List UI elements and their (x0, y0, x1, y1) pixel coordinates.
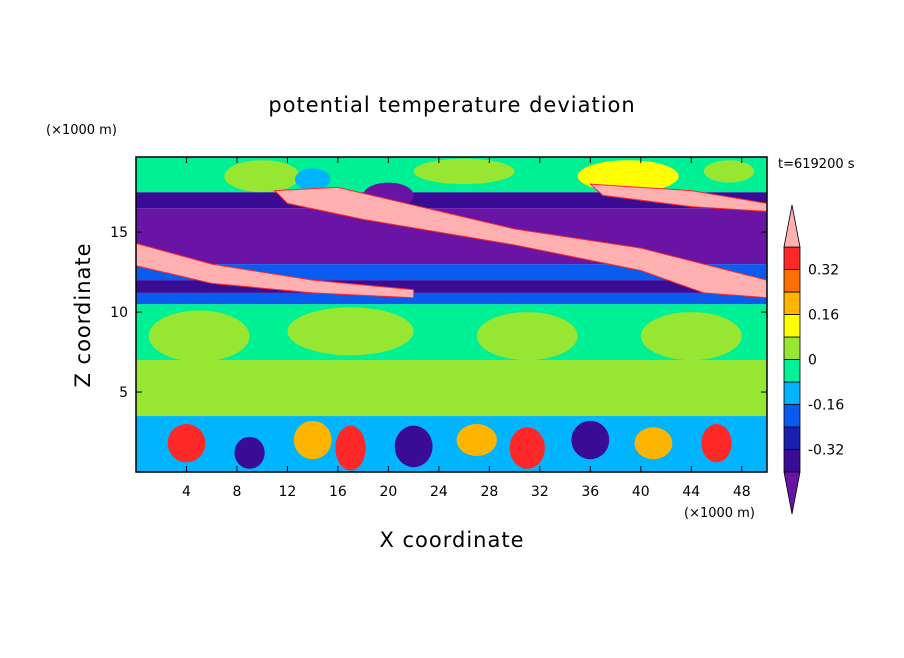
colorbar-label: 0 (808, 353, 817, 369)
colorbar-label: 0.32 (808, 263, 839, 279)
field-blob (295, 168, 331, 191)
y-axis-label: Z coordinate (71, 242, 95, 387)
field-blob (335, 425, 366, 471)
colorbar-box (783, 404, 801, 428)
field-blob (224, 160, 301, 193)
field-blob (293, 420, 332, 460)
x-tick-label: 28 (480, 484, 498, 500)
field-blob (703, 160, 755, 183)
chart-title: potential temperature deviation (268, 93, 635, 117)
field-blob (476, 312, 578, 361)
field-band (136, 242, 415, 299)
colorbar-box (783, 359, 801, 383)
x-tick-label: 48 (733, 484, 751, 500)
plot-frame (135, 156, 768, 473)
x-tick-label: 32 (531, 484, 549, 500)
field-layer (136, 416, 767, 472)
x-tick-label: 4 (182, 484, 191, 500)
y-tick-label: 15 (110, 225, 128, 241)
field-blob (509, 427, 545, 469)
field-blob (640, 312, 742, 361)
x-axis-label: X coordinate (379, 528, 524, 552)
field-blob (287, 307, 414, 356)
field-band (273, 186, 767, 299)
x-tick-label: 12 (279, 484, 297, 500)
x-tick-label: 8 (232, 484, 241, 500)
colorbar-box (783, 246, 801, 270)
y-unit: (×1000 m) (46, 123, 117, 138)
colorbar-box (783, 336, 801, 360)
colorbar-high (783, 204, 801, 248)
field-blob (571, 420, 610, 460)
colorbar-box (783, 381, 801, 405)
time-label: t=619200 s (778, 157, 855, 172)
field-blob (148, 310, 250, 362)
x-tick-label: 20 (379, 484, 397, 500)
x-tick-label: 44 (682, 484, 700, 500)
colorbar-low (783, 471, 801, 515)
field-layer (136, 292, 767, 305)
field-band (588, 183, 767, 212)
field-blob (394, 425, 433, 468)
field-layer (136, 264, 767, 281)
field-blob (234, 436, 265, 469)
field-blob (167, 424, 206, 463)
x-unit: (×1000 m) (684, 506, 755, 521)
field-blob (577, 160, 679, 193)
x-tick-label: 40 (632, 484, 650, 500)
field-blob (634, 427, 673, 460)
colorbar-box (783, 269, 801, 293)
colorbar-box (783, 449, 801, 473)
colorbar-label: -0.16 (808, 398, 844, 414)
colorbar-label: -0.32 (808, 443, 844, 459)
colorbar-box (783, 314, 801, 338)
colorbar-label: 0.16 (808, 308, 839, 324)
field-blob (413, 158, 515, 185)
x-tick-label: 36 (581, 484, 599, 500)
colorbar-box (783, 426, 801, 450)
field (136, 157, 767, 472)
colorbar-box (783, 291, 801, 315)
y-tick-label: 5 (119, 385, 128, 401)
y-tick-label: 10 (110, 305, 128, 321)
field-blob (701, 424, 732, 463)
x-tick-label: 24 (430, 484, 448, 500)
field-blob (456, 424, 497, 457)
field-layer (136, 360, 767, 417)
x-tick-label: 16 (329, 484, 347, 500)
